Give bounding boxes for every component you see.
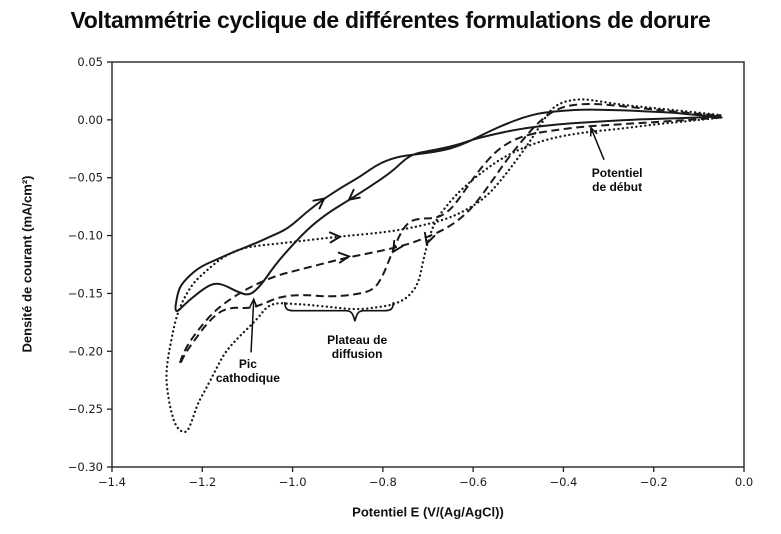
annotation-plateau-de-diffusion: Plateau de diffusion xyxy=(327,333,387,361)
annotation-potentiel-de-debut: Potentiel de début xyxy=(592,166,643,194)
x-tick-label: −1.2 xyxy=(188,475,216,489)
y-tick-label: −0.20 xyxy=(68,344,103,358)
y-tick-label: −0.05 xyxy=(68,171,103,185)
annotation-line: Potentiel xyxy=(591,166,643,181)
direction-arrow-icon xyxy=(337,251,352,264)
y-tick-label: −0.30 xyxy=(68,460,103,474)
x-axis-label: Potentiel E (V/(Ag/AgCl)) xyxy=(352,504,504,520)
annotation-line: diffusion xyxy=(331,346,383,361)
direction-arrow-icon xyxy=(249,297,258,308)
annotation-line: Plateau de xyxy=(327,332,388,347)
annotation-arrow xyxy=(250,299,255,353)
annotation-line: Pic xyxy=(238,356,257,371)
series-dotted xyxy=(165,98,723,434)
y-tick-label: 0.00 xyxy=(77,113,103,127)
series-dashed xyxy=(178,102,722,366)
annotation-pic-cathodique: Pic cathodique xyxy=(216,357,280,385)
x-tick-label: −0.4 xyxy=(549,475,577,489)
x-tick-label: −1.4 xyxy=(98,475,126,489)
direction-arrow-icon xyxy=(423,231,436,246)
x-tick-label: −0.8 xyxy=(369,475,397,489)
x-tick-label: −0.6 xyxy=(459,475,487,489)
y-tick-label: 0.05 xyxy=(77,55,103,69)
y-tick-label: −0.15 xyxy=(68,286,103,300)
annotation-line: cathodique xyxy=(215,370,280,385)
direction-arrow-icon xyxy=(312,197,326,210)
y-axis-label: Densité de courant (mA/cm²) xyxy=(19,175,35,353)
x-tick-label: 0.0 xyxy=(735,475,753,489)
direction-arrow-icon xyxy=(392,239,404,254)
annotation-line: de début xyxy=(592,180,643,195)
y-tick-label: −0.25 xyxy=(68,402,103,416)
direction-arrow-icon xyxy=(589,126,598,137)
chart-title: Voltammétrie cyclique de différentes for… xyxy=(70,7,711,33)
series-solid xyxy=(174,108,722,312)
y-tick-label: −0.10 xyxy=(68,229,103,243)
x-tick-label: −0.2 xyxy=(640,475,668,489)
direction-arrow-icon xyxy=(328,231,343,244)
diffusion-plateau-brace xyxy=(284,301,395,322)
annotation-arrow xyxy=(590,127,605,161)
x-tick-label: −1.0 xyxy=(279,475,307,489)
direction-arrow-icon xyxy=(347,188,361,201)
